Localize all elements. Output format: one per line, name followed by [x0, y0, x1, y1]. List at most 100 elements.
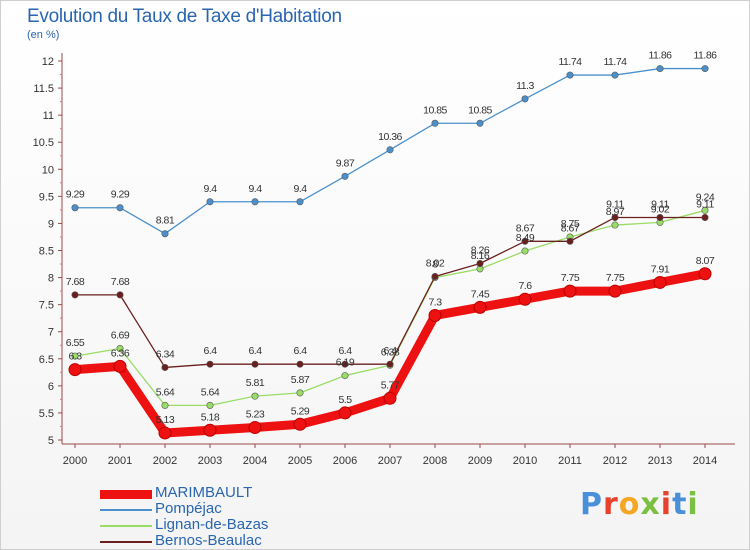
data-label: 7.3	[428, 296, 442, 308]
data-point	[161, 401, 169, 409]
chart-title: Evolution du Taux de Taxe d'Habitation	[27, 6, 342, 27]
data-label: 5.18	[201, 411, 220, 423]
legend-label: Lignan-de-Bazas	[155, 516, 269, 533]
data-label: 7.75	[606, 272, 625, 284]
data-label: 9.87	[336, 157, 355, 169]
legend-swatch	[100, 525, 152, 527]
data-point	[161, 363, 169, 371]
data-label: 5.5	[338, 394, 352, 406]
y-tick-label: 10.5	[33, 137, 54, 149]
data-label: 6.34	[156, 348, 175, 360]
data-point	[71, 352, 79, 360]
x-tick-label: 2011	[558, 455, 582, 467]
y-tick-label: 8.5	[39, 246, 54, 258]
data-point	[386, 146, 394, 154]
proxiti-logo: Proxiti	[580, 487, 699, 522]
data-label: 6.4	[293, 345, 307, 357]
x-tick-label: 2009	[468, 455, 492, 467]
y-tick-label: 10	[42, 164, 54, 176]
data-label: 11.86	[649, 50, 673, 62]
x-tick-label: 2008	[423, 455, 447, 467]
data-label: 7.6	[518, 280, 532, 292]
logo-letter: x	[640, 487, 661, 522]
logo-letter: r	[603, 487, 619, 522]
data-label: 9.4	[293, 183, 307, 195]
data-label: 5.87	[291, 374, 310, 386]
x-tick-label: 2007	[378, 455, 402, 467]
data-label: 5.23	[246, 409, 265, 421]
data-point	[701, 206, 709, 214]
data-point	[341, 360, 349, 368]
data-point	[158, 426, 172, 440]
data-label: 5.13	[156, 414, 175, 426]
data-label: 8.02	[426, 257, 445, 269]
data-point	[206, 401, 214, 409]
data-point	[518, 292, 532, 306]
data-point	[203, 423, 217, 437]
x-tick-label: 2002	[153, 455, 177, 467]
data-point	[656, 65, 664, 73]
legend-label: Pompéjac	[155, 500, 222, 517]
data-label: 6.69	[111, 329, 130, 341]
x-tick-label: 2003	[198, 455, 222, 467]
data-label: 8.67	[561, 222, 580, 234]
data-point	[476, 259, 484, 267]
data-label: 11.74	[604, 56, 628, 68]
y-tick-label: 7.5	[39, 300, 54, 312]
data-label: 8	[432, 259, 438, 271]
data-label: 6.55	[66, 337, 85, 349]
y-tick-label: 9.5	[39, 191, 54, 203]
data-point	[71, 204, 79, 212]
y-tick-label: 6.5	[39, 354, 54, 366]
data-label: 9.4	[248, 183, 262, 195]
data-label: 7.68	[111, 276, 130, 288]
data-point	[428, 308, 442, 322]
data-point	[68, 363, 82, 377]
data-point	[653, 275, 667, 289]
data-point	[611, 221, 619, 229]
data-point	[611, 71, 619, 79]
logo-letter: o	[618, 487, 641, 522]
series-line-lignan-de-bazas	[74, 209, 706, 406]
x-tick-label: 2010	[513, 455, 537, 467]
data-label: 7.75	[561, 272, 580, 284]
data-point	[611, 213, 619, 221]
data-point	[431, 119, 439, 127]
y-tick-label: 11.5	[33, 83, 54, 95]
x-tick-label: 2013	[648, 455, 672, 467]
data-label: 8.81	[156, 215, 175, 227]
data-label: 10.85	[468, 104, 492, 116]
data-point	[656, 213, 664, 221]
data-label: 6.3	[68, 351, 82, 363]
data-label: 7.68	[66, 276, 85, 288]
data-point	[251, 360, 259, 368]
data-label: 5.77	[381, 379, 400, 391]
data-point	[383, 391, 397, 405]
data-label: 9.02	[651, 203, 670, 215]
legend-swatch	[100, 509, 152, 511]
x-tick-label: 2012	[603, 455, 627, 467]
data-label: 9.11	[651, 198, 669, 210]
legend-label: MARIMBAULT	[155, 484, 253, 501]
y-tick-label: 5	[48, 435, 54, 447]
chart-unit: (en %)	[27, 29, 60, 41]
x-tick-label: 2005	[288, 455, 312, 467]
data-point	[566, 71, 574, 79]
legend-swatch	[100, 489, 152, 499]
data-label: 8.07	[696, 255, 715, 267]
data-label: 9.24	[696, 191, 715, 203]
x-tick-label: 2006	[333, 455, 357, 467]
data-point	[521, 247, 529, 255]
y-tick-label: 8	[48, 273, 54, 285]
x-tick-label: 2014	[693, 455, 717, 467]
y-tick-label: 9	[48, 218, 54, 230]
data-point	[116, 291, 124, 299]
data-point	[161, 230, 169, 238]
y-tick-label: 7	[48, 327, 54, 339]
data-label: 11.74	[559, 56, 583, 68]
data-label: 6.19	[336, 357, 355, 369]
data-point	[476, 119, 484, 127]
logo-letter: P	[580, 487, 603, 522]
data-point	[113, 359, 127, 373]
